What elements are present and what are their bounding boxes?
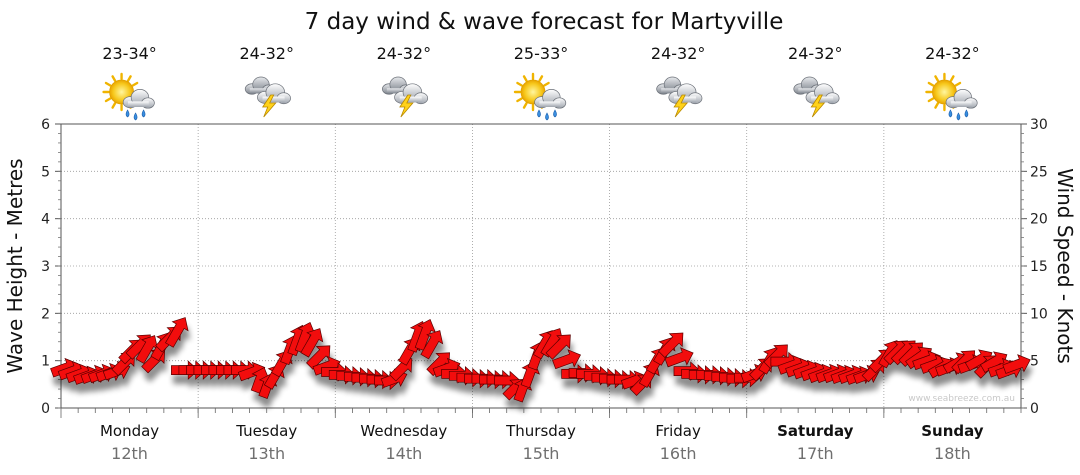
day-forecast-strip: 23-34° 24-32° 24-32° 25-33° 24-32° 24-32° 24-3… <box>102 44 980 121</box>
day-name-label: Wednesday <box>360 422 447 440</box>
day-date-label: 16th <box>660 444 697 463</box>
day-temperature: 24-32° <box>651 44 706 63</box>
y-tick-label: 1 <box>41 354 50 370</box>
wind-arrow <box>420 330 444 360</box>
sun-cloud-rain-icon <box>925 72 978 121</box>
sun-cloud-rain-icon <box>102 72 155 121</box>
day-date-label: 13th <box>248 444 285 463</box>
day-name-label: Friday <box>655 422 701 440</box>
storm-cloud-icon <box>793 76 840 118</box>
storm-cloud-icon <box>382 76 429 118</box>
y2-tick-label: 25 <box>1030 164 1048 180</box>
wind-arrow <box>135 335 158 364</box>
day-name-label: Sunday <box>921 422 984 440</box>
day-temperature: 24-32° <box>788 44 843 63</box>
y-axis-label: Wave Height - Metres <box>3 158 27 373</box>
grid-lines <box>61 124 1021 408</box>
y-tick-label: 3 <box>41 259 50 275</box>
day-name-label: Saturday <box>777 422 854 440</box>
wave-height-axis: 0 1 2 3 4 5 6 <box>41 117 61 417</box>
wind-arrow <box>664 347 694 368</box>
day-axis-labels: Monday 12th Tuesday 13th Wednesday 14th Thursd… <box>60 408 1022 463</box>
wind-arrow <box>300 328 324 358</box>
wind-arrow <box>1002 354 1031 374</box>
y2-tick-label: 30 <box>1030 117 1048 133</box>
y2-tick-label: 0 <box>1030 401 1039 417</box>
day-date-label: 12th <box>111 444 148 463</box>
storm-cloud-icon <box>244 76 291 118</box>
day-temperature: 24-32° <box>239 44 294 63</box>
y2-tick-label: 20 <box>1030 212 1048 228</box>
day-date-label: 17th <box>797 444 834 463</box>
day-temperature: 23-34° <box>102 44 157 63</box>
storm-cloud-icon <box>656 76 703 118</box>
day-temperature: 24-32° <box>925 44 980 63</box>
wind-arrow <box>545 334 571 360</box>
wind-arrow <box>164 317 189 348</box>
y-tick-label: 6 <box>41 117 50 133</box>
wind-arrow-series <box>50 317 1031 403</box>
sun-cloud-rain-icon <box>513 72 567 121</box>
day-temperature: 25-33° <box>514 44 569 63</box>
day-name-label: Tuesday <box>235 422 297 440</box>
y2-axis-label: Wind Speed - Knots <box>1053 168 1077 364</box>
day-name-label: Thursday <box>505 422 576 440</box>
watermark: www.seabreeze.com.au <box>908 394 1015 404</box>
y-tick-label: 0 <box>41 401 50 417</box>
y-tick-label: 2 <box>41 306 50 322</box>
day-name-label: Monday <box>100 422 159 440</box>
wind-arrow <box>657 332 684 358</box>
day-date-label: 18th <box>934 444 971 463</box>
wind-speed-axis: 0 5 10 15 20 25 30 <box>1021 117 1048 417</box>
y2-tick-label: 5 <box>1030 354 1039 370</box>
day-date-label: 15th <box>523 444 560 463</box>
day-date-label: 14th <box>385 444 422 463</box>
chart-title: 7 day wind & wave forecast for Martyvill… <box>305 9 784 35</box>
y2-tick-label: 15 <box>1030 259 1048 275</box>
day-temperature: 24-32° <box>377 44 432 63</box>
y-tick-label: 4 <box>41 212 50 228</box>
wind-arrow <box>552 349 582 370</box>
y2-tick-label: 10 <box>1030 306 1048 322</box>
y-tick-label: 5 <box>41 164 50 180</box>
